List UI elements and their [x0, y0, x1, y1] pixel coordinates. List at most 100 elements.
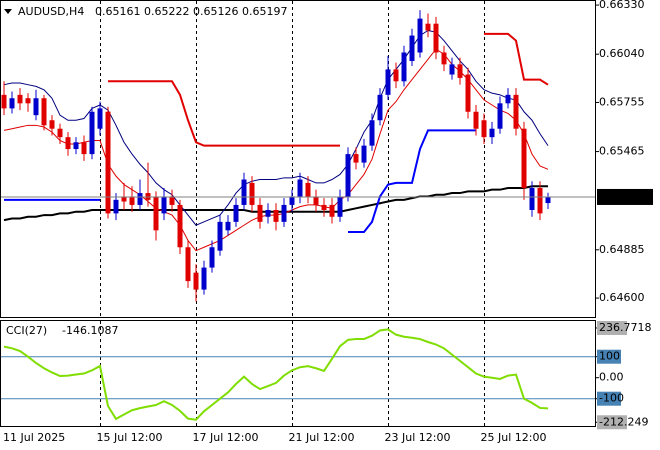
- candle-body: [41, 98, 47, 126]
- candle-body: [353, 154, 359, 163]
- price-tag: 0.65197: [601, 190, 647, 203]
- candle-body: [345, 154, 351, 197]
- candle-body: [329, 204, 335, 217]
- candle-body: [361, 145, 367, 163]
- candle-body: [145, 193, 151, 200]
- candle-body: [377, 94, 383, 121]
- x-tick-label: 25 Jul 12:00: [481, 431, 547, 444]
- candle-body: [409, 35, 415, 61]
- indicator-line: [3, 29, 549, 226]
- candle-body: [49, 120, 55, 129]
- candle-body: [473, 111, 479, 129]
- candle-body: [337, 196, 343, 217]
- candle-body: [529, 187, 535, 210]
- candle-body: [177, 204, 183, 248]
- candle-body: [481, 120, 487, 138]
- y-tick-label-box: [597, 320, 627, 335]
- y-tick-label-box: [597, 391, 621, 406]
- y-tick-label: 0.66330: [599, 0, 645, 11]
- candle-body: [457, 64, 463, 78]
- candle-body: [137, 193, 143, 205]
- candle-body: [369, 120, 375, 146]
- candle-body: [305, 182, 311, 197]
- candle-body: [265, 210, 271, 217]
- candle-body: [489, 128, 495, 138]
- candle-body: [249, 182, 255, 205]
- candle-body: [89, 111, 95, 155]
- y-tick-label-box: [597, 349, 621, 364]
- candle-body: [225, 221, 231, 231]
- candle-body: [153, 196, 159, 231]
- candle-body: [9, 98, 15, 109]
- candle-body: [401, 52, 407, 82]
- y-tick-label: 0.00: [599, 371, 624, 384]
- candle-body: [417, 18, 423, 53]
- candle-body: [313, 196, 319, 205]
- candle-body: [433, 23, 439, 53]
- candle-body: [185, 247, 191, 282]
- header-close: 0.65197: [242, 5, 288, 18]
- candle-body: [441, 52, 447, 65]
- candle-body: [385, 69, 391, 95]
- candle-body: [193, 272, 199, 290]
- candle-body: [65, 137, 71, 150]
- candle-body: [97, 108, 103, 129]
- candle-body: [33, 98, 39, 116]
- indicator-pane-frame: [0, 320, 596, 427]
- candle-body: [129, 196, 135, 205]
- y-tick-label: 100: [599, 350, 620, 363]
- candle-body: [241, 179, 247, 205]
- y-tick-label: 236.7718: [599, 321, 652, 334]
- candle-body: [425, 23, 431, 31]
- plot: [1, 1, 595, 426]
- candle-body: [81, 142, 87, 155]
- candle-body: [321, 204, 327, 210]
- y-tick-label: 0.66040: [599, 47, 645, 60]
- candle-body: [513, 94, 519, 129]
- header-high: 0.65222: [144, 5, 190, 18]
- x-tick-label: 21 Jul 12:00: [289, 431, 355, 444]
- header-low: 0.65126: [193, 5, 239, 18]
- candle-body: [209, 247, 215, 268]
- candle-body: [545, 196, 551, 204]
- candle-body: [465, 74, 471, 112]
- candle-body: [393, 69, 399, 82]
- candle-body: [1, 94, 7, 109]
- symbol-title: AUDUSD,H4: [18, 5, 84, 18]
- candle-body: [201, 267, 207, 290]
- price-tag-box: [597, 188, 653, 205]
- candle-body: [497, 103, 503, 129]
- x-tick-label: 15 Jul 12:00: [97, 431, 163, 444]
- candle-body: [505, 94, 511, 104]
- candle-body: [217, 221, 223, 251]
- candle-body: [17, 94, 23, 104]
- y-tick-label: 0.65465: [599, 145, 645, 158]
- y-tick-label: 0.64600: [599, 291, 645, 304]
- cci-line: [3, 328, 549, 421]
- candle-body: [113, 199, 119, 214]
- candle-body: [257, 204, 263, 222]
- y-tick-label: -212.249: [599, 415, 648, 428]
- candle-body: [73, 142, 79, 150]
- candle-body: [169, 196, 175, 205]
- candle-body: [297, 179, 303, 197]
- y-tick-label: 0.65755: [599, 95, 645, 108]
- candle-body: [25, 98, 31, 104]
- price-pane-frame: [0, 0, 596, 318]
- y-tick-label: 0.64885: [599, 243, 645, 256]
- candle-body: [521, 128, 527, 188]
- candle-body: [537, 187, 543, 214]
- indicator-name: CCI(27): [6, 324, 47, 337]
- x-tick-label: 23 Jul 12:00: [385, 431, 451, 444]
- y-tick-label-box: [597, 415, 627, 430]
- candle-body: [105, 111, 111, 214]
- x-tick-label: 17 Jul 12:00: [193, 431, 259, 444]
- indicator-line: [108, 32, 549, 147]
- candle-body: [233, 204, 239, 222]
- indicator-value: -146.1087: [62, 324, 118, 337]
- candle-body: [57, 128, 63, 138]
- y-tick-label: -100: [599, 392, 624, 405]
- indicator-line: [4, 129, 476, 234]
